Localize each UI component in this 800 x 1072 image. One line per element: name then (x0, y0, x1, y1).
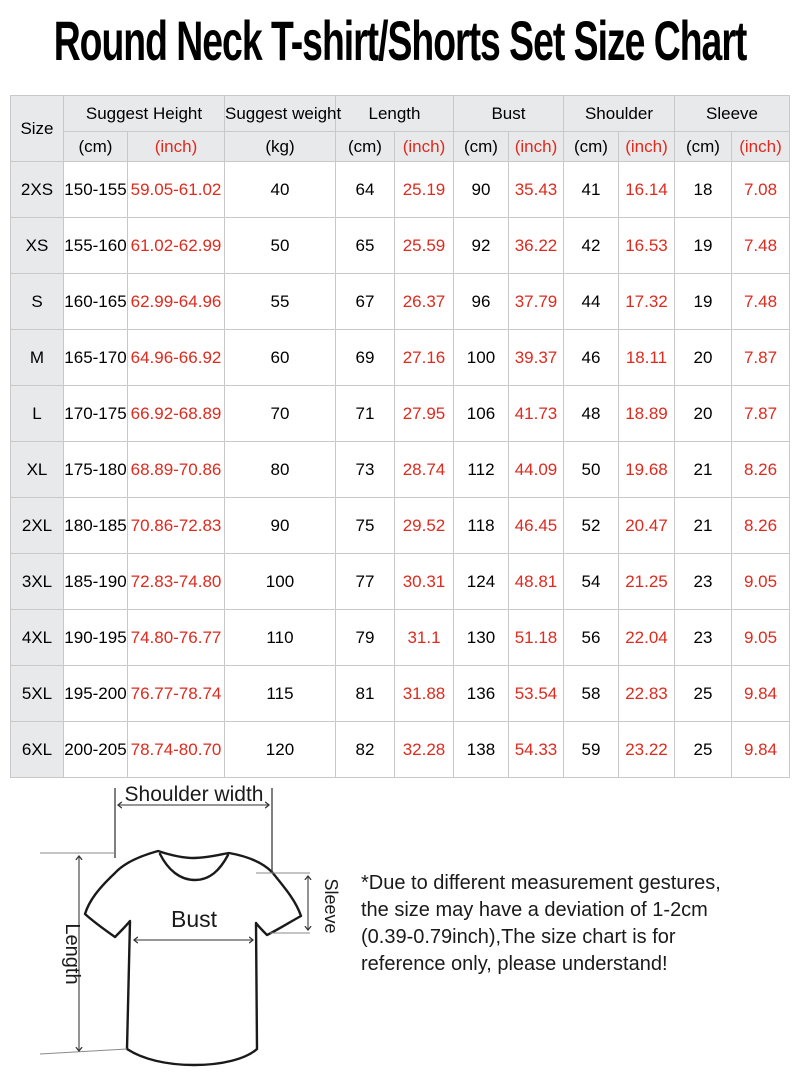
svg-text:Length: Length (61, 923, 83, 984)
svg-text:*Due to different measurement: *Due to different measurement gestures, (361, 872, 721, 894)
svg-text:(0.39-0.79inch),The size chart: (0.39-0.79inch),The size chart is for (361, 926, 676, 948)
svg-text:reference only, please underst: reference only, please understand! (361, 953, 668, 975)
svg-text:the size may have a deviation: the size may have a deviation of 1-2cm (361, 899, 708, 921)
svg-text:Shoulder width: Shoulder width (125, 783, 264, 806)
svg-text:Sleeve: Sleeve (321, 878, 341, 933)
svg-text:Bust: Bust (171, 906, 218, 932)
